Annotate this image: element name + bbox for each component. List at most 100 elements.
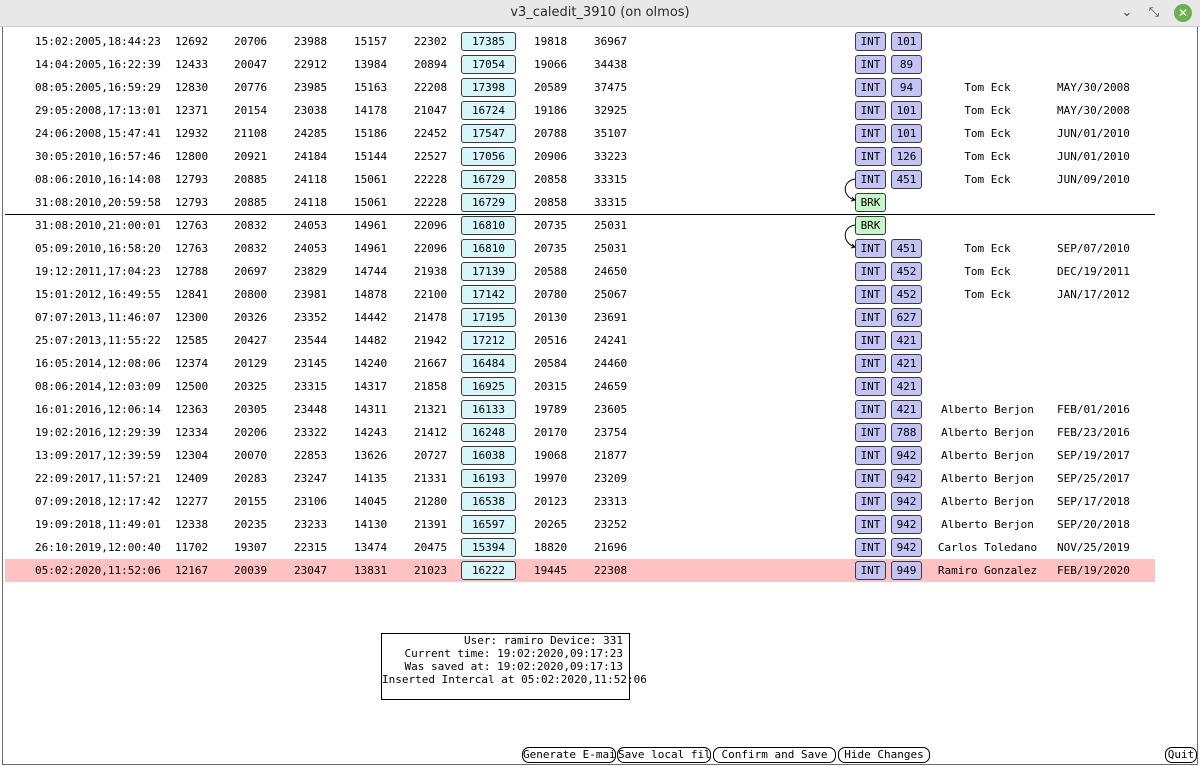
quit-button[interactable]: Quit — [1165, 747, 1197, 763]
code-tag[interactable]: 89 — [891, 55, 922, 74]
table-row[interactable]: 25:07:2013,11:55:22 12585 20427 23544 14482 2… — [5, 329, 1155, 352]
int-tag[interactable]: INT — [855, 147, 886, 166]
table-row[interactable]: 16:05:2014,12:08:06 12374 20129 23145 14240 2… — [5, 352, 1155, 375]
int-tag[interactable]: INT — [855, 515, 886, 534]
table-row[interactable]: 15:01:2012,16:49:55 12841 20800 23981 14878 2… — [5, 283, 1155, 306]
value-box[interactable]: 16724 — [461, 101, 516, 120]
restore-icon[interactable]: ⤡ — [1148, 5, 1160, 20]
table-row[interactable]: 31:08:2010,21:00:01 12763 20832 24053 14961 2… — [5, 214, 1155, 237]
int-tag[interactable]: INT — [855, 561, 886, 580]
int-tag[interactable]: INT — [855, 55, 886, 74]
value-box[interactable]: 17195 — [461, 308, 516, 327]
value-box[interactable]: 16729 — [461, 170, 516, 189]
value-box[interactable]: 16729 — [461, 193, 516, 212]
code-tag[interactable]: 421 — [891, 331, 922, 350]
int-tag[interactable]: INT — [855, 469, 886, 488]
value-box[interactable]: 16193 — [461, 469, 516, 488]
value-box[interactable]: 17054 — [461, 55, 516, 74]
table-row[interactable]: 05:09:2010,16:58:20 12763 20832 24053 14961 2… — [5, 237, 1155, 260]
value-box[interactable]: 16133 — [461, 400, 516, 419]
int-tag[interactable]: INT — [855, 400, 886, 419]
code-tag[interactable]: 101 — [891, 101, 922, 120]
value-box[interactable]: 17547 — [461, 124, 516, 143]
code-tag[interactable]: 452 — [891, 262, 922, 281]
code-tag[interactable]: 942 — [891, 538, 922, 557]
int-tag[interactable]: INT — [855, 262, 886, 281]
int-tag[interactable]: INT — [855, 239, 886, 258]
value-box[interactable]: 16597 — [461, 515, 516, 534]
int-tag[interactable]: INT — [855, 101, 886, 120]
value-box[interactable]: 16810 — [461, 239, 516, 258]
int-tag[interactable]: INT — [855, 78, 886, 97]
value-box[interactable]: 17139 — [461, 262, 516, 281]
code-tag[interactable]: 126 — [891, 147, 922, 166]
table-row[interactable]: 15:02:2005,18:44:23 12692 20706 23988 15157 2… — [5, 30, 1155, 53]
code-tag[interactable]: 451 — [891, 239, 922, 258]
code-tag[interactable]: 942 — [891, 469, 922, 488]
code-tag[interactable]: 942 — [891, 492, 922, 511]
table-row[interactable]: 19:12:2011,17:04:23 12788 20697 23829 14744 2… — [5, 260, 1155, 283]
selected-table-row[interactable]: 05:02:2020,11:52:06 12167 20039 23047 13831 2… — [5, 559, 1155, 582]
table-row[interactable]: 08:06:2010,16:14:08 12793 20885 24118 15061 2… — [5, 168, 1155, 191]
code-tag[interactable]: 94 — [891, 78, 922, 97]
hide-changes-button[interactable]: Hide Changes — [838, 747, 930, 763]
table-row[interactable]: 29:05:2008,17:13:01 12371 20154 23038 14178 2… — [5, 99, 1155, 122]
brk-tag[interactable]: BRK — [855, 216, 886, 235]
table-row[interactable]: 24:06:2008,15:47:41 12932 21108 24285 15186 2… — [5, 122, 1155, 145]
int-tag[interactable]: INT — [855, 354, 886, 373]
code-tag[interactable]: 421 — [891, 400, 922, 419]
table-row[interactable]: 19:09:2018,11:49:01 12338 20235 23233 14130 2… — [5, 513, 1155, 536]
code-tag[interactable]: 101 — [891, 124, 922, 143]
value-box[interactable]: 16248 — [461, 423, 516, 442]
int-tag[interactable]: INT — [855, 377, 886, 396]
int-tag[interactable]: INT — [855, 423, 886, 442]
table-row[interactable]: 13:09:2017,12:39:59 12304 20070 22853 13626 2… — [5, 444, 1155, 467]
value-box[interactable]: 16484 — [461, 354, 516, 373]
table-row[interactable]: 30:05:2010,16:57:46 12800 20921 24184 15144 2… — [5, 145, 1155, 168]
value-box[interactable]: 17142 — [461, 285, 516, 304]
value-box[interactable]: 17385 — [461, 32, 516, 51]
generate-email-button[interactable]: Generate E-mail — [522, 747, 616, 763]
int-tag[interactable]: INT — [855, 285, 886, 304]
save-local-file-button[interactable]: Save local file — [617, 747, 711, 763]
int-tag[interactable]: INT — [855, 124, 886, 143]
value-box[interactable]: 16810 — [461, 216, 516, 235]
table-row[interactable]: 26:10:2019,12:00:40 11702 19307 22315 13474 2… — [5, 536, 1155, 559]
table-row[interactable]: 08:05:2005,16:59:29 12830 20776 23985 15163 2… — [5, 76, 1155, 99]
table-row[interactable]: 07:07:2013,11:46:07 12300 20326 23352 14442 2… — [5, 306, 1155, 329]
table-row[interactable]: 31:08:2010,20:59:58 12793 20885 24118 15061 2… — [5, 191, 1155, 214]
table-row[interactable]: 08:06:2014,12:03:09 12500 20325 23315 14317 2… — [5, 375, 1155, 398]
code-tag[interactable]: 942 — [891, 446, 922, 465]
int-tag[interactable]: INT — [855, 492, 886, 511]
table-row[interactable]: 07:09:2018,12:17:42 12277 20155 23106 14045 2… — [5, 490, 1155, 513]
int-tag[interactable]: INT — [855, 170, 886, 189]
table-row[interactable]: 14:04:2005,16:22:39 12433 20047 22912 13984 2… — [5, 53, 1155, 76]
confirm-and-save-button[interactable]: Confirm and Save — [713, 747, 836, 763]
int-tag[interactable]: INT — [855, 538, 886, 557]
code-tag[interactable]: 627 — [891, 308, 922, 327]
table-row[interactable]: 19:02:2016,12:29:39 12334 20206 23322 14243 2… — [5, 421, 1155, 444]
value-box[interactable]: 17398 — [461, 78, 516, 97]
code-tag[interactable]: 452 — [891, 285, 922, 304]
code-tag[interactable]: 451 — [891, 170, 922, 189]
brk-tag[interactable]: BRK — [855, 193, 886, 212]
value-box[interactable]: 17056 — [461, 147, 516, 166]
code-tag[interactable]: 788 — [891, 423, 922, 442]
code-tag[interactable]: 949 — [891, 561, 922, 580]
code-tag[interactable]: 942 — [891, 515, 922, 534]
int-tag[interactable]: INT — [855, 308, 886, 327]
close-icon[interactable]: ✕ — [1174, 4, 1192, 22]
int-tag[interactable]: INT — [855, 446, 886, 465]
code-tag[interactable]: 101 — [891, 32, 922, 51]
value-box[interactable]: 17212 — [461, 331, 516, 350]
value-box[interactable]: 16925 — [461, 377, 516, 396]
int-tag[interactable]: INT — [855, 32, 886, 51]
int-tag[interactable]: INT — [855, 331, 886, 350]
value-box[interactable]: 16538 — [461, 492, 516, 511]
table-row[interactable]: 16:01:2016,12:06:14 12363 20305 23448 14311 2… — [5, 398, 1155, 421]
value-box[interactable]: 16038 — [461, 446, 516, 465]
code-tag[interactable]: 421 — [891, 354, 922, 373]
value-box[interactable]: 15394 — [461, 538, 516, 557]
value-box[interactable]: 16222 — [461, 561, 516, 580]
table-row[interactable]: 22:09:2017,11:57:21 12409 20283 23247 14135 2… — [5, 467, 1155, 490]
